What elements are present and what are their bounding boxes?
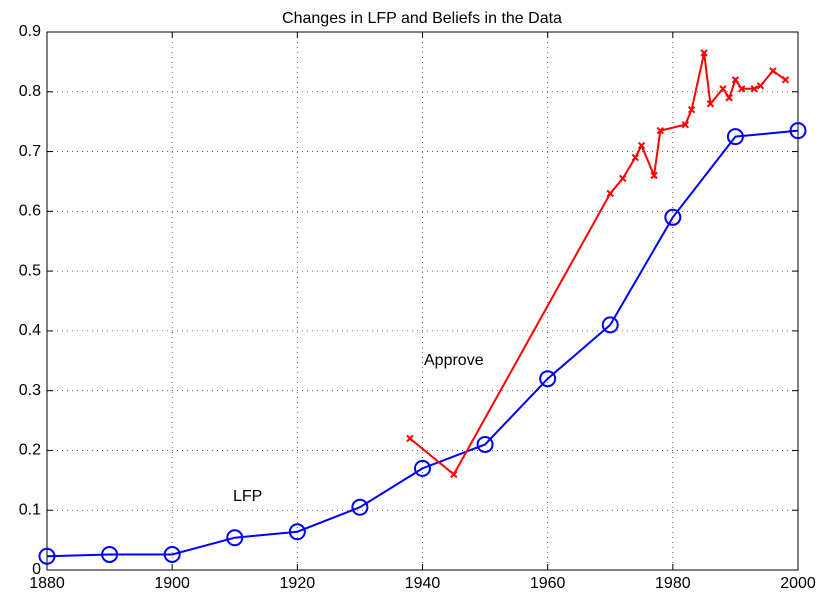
x-tick-label: 1940 — [405, 575, 441, 592]
y-tick-label: 0.8 — [19, 83, 41, 100]
marker — [637, 141, 646, 150]
marker — [750, 85, 758, 93]
annotation: LFP — [233, 488, 262, 505]
marker — [414, 459, 431, 477]
marker — [606, 189, 614, 198]
chart-title: Changes in LFP and Beliefs in the Data — [282, 10, 562, 27]
marker — [756, 82, 765, 90]
marker — [726, 128, 744, 146]
series-line — [46, 129, 799, 558]
marker — [163, 545, 181, 563]
x-tick-label: 1880 — [29, 575, 65, 592]
marker — [769, 67, 777, 75]
marker — [681, 120, 690, 129]
y-tick-label: 0.2 — [19, 442, 41, 459]
x-tick-label: 1960 — [530, 575, 566, 592]
marker — [706, 100, 715, 108]
y-tick-label: 0.9 — [19, 23, 41, 40]
y-tick-label: 0.6 — [19, 203, 41, 220]
marker — [731, 76, 740, 84]
marker — [450, 470, 458, 479]
marker — [700, 49, 708, 57]
marker — [226, 529, 244, 547]
y-tick-label: 0 — [32, 561, 41, 578]
y-tick-label: 0.3 — [19, 382, 41, 399]
y-tick-label: 0.4 — [19, 322, 41, 339]
marker — [687, 106, 696, 114]
marker — [601, 316, 619, 334]
marker — [737, 85, 746, 93]
y-tick-label: 0.7 — [19, 143, 41, 160]
x-tick-label: 1980 — [655, 575, 691, 592]
marker — [476, 435, 494, 453]
marker — [38, 547, 56, 565]
plot-frame — [46, 31, 799, 571]
x-tick-label: 1900 — [154, 575, 190, 592]
marker — [781, 76, 790, 84]
marker — [619, 174, 627, 183]
marker — [664, 208, 682, 226]
y-tick-label: 0.1 — [19, 501, 41, 518]
marker — [539, 370, 557, 388]
y-tick-label: 0.5 — [19, 262, 41, 279]
marker — [288, 523, 306, 541]
marker — [351, 498, 369, 516]
marker — [656, 126, 665, 135]
marker — [725, 94, 733, 102]
marker — [406, 434, 414, 443]
annotation: Approve — [424, 352, 484, 369]
marker — [650, 171, 658, 180]
marker — [631, 153, 639, 162]
marker — [789, 122, 807, 140]
marker — [101, 545, 119, 563]
marker — [719, 85, 727, 93]
x-tick-label: 2000 — [780, 575, 816, 592]
x-tick-label: 1920 — [280, 575, 316, 592]
series-line — [409, 52, 787, 476]
